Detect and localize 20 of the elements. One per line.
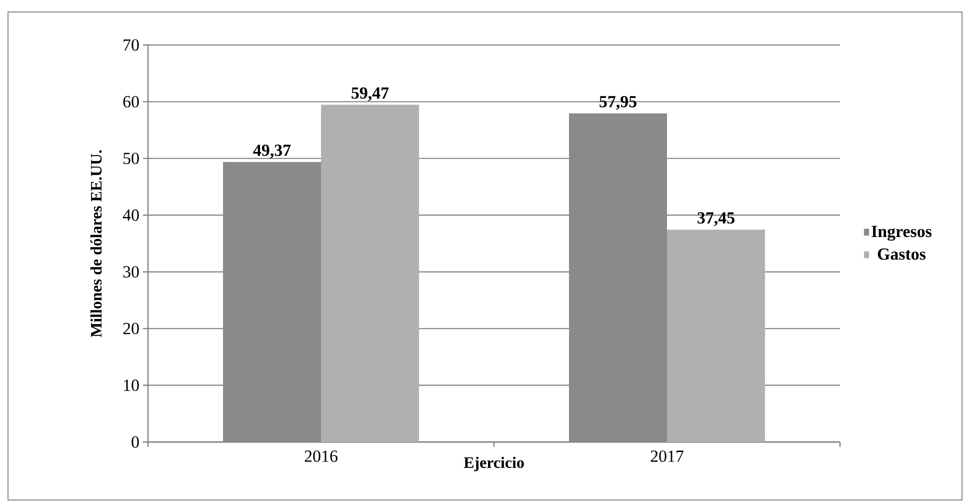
y-tick-label: 20 <box>123 322 139 334</box>
y-tick-label: 60 <box>123 96 139 108</box>
y-tick-label: 40 <box>122 209 139 221</box>
y-tick-label: 70 <box>124 39 139 51</box>
y-tick-label: 10 <box>124 380 139 391</box>
y-tick-label: 30 <box>123 266 139 278</box>
bar <box>667 230 766 442</box>
data-label: 59,47 <box>352 87 389 102</box>
bar <box>321 104 420 442</box>
legend-label: Ingresos <box>872 226 932 241</box>
x-tick-label: 2017 <box>650 450 684 462</box>
y-tick-label: 0 <box>132 436 139 448</box>
data-label: 49,37 <box>253 144 291 158</box>
data-label: 57,95 <box>600 96 636 110</box>
data-label: 37,45 <box>698 212 734 226</box>
y-axis-title: Millones de dólares EE.UU. <box>90 150 102 338</box>
x-axis-title: Ejercicio <box>464 456 524 472</box>
y-tick-label: 50 <box>124 152 139 164</box>
legend-label: Gastos <box>878 248 926 260</box>
x-tick-label: 2016 <box>304 450 338 462</box>
